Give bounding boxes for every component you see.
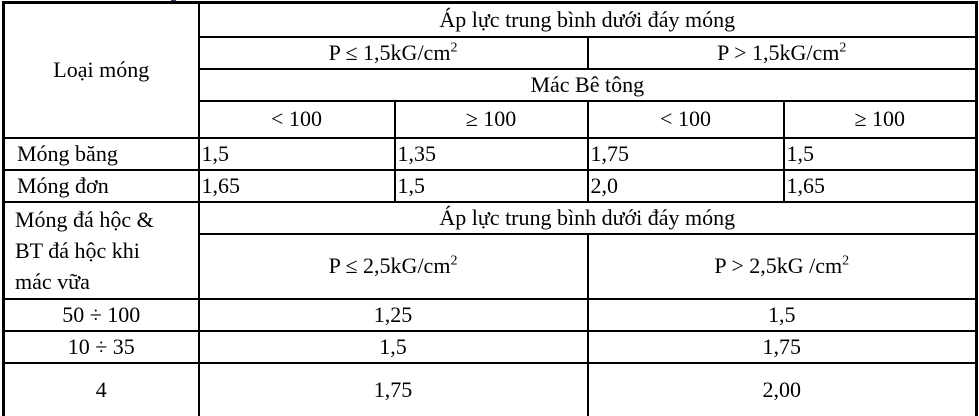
cell-value-high: 2,00 bbox=[586, 361, 978, 416]
mortar-grade: 10 ÷ 35 bbox=[67, 333, 135, 359]
cell-row-label: Móng đơn bbox=[2, 168, 200, 203]
value: 1,5 bbox=[397, 172, 426, 198]
cell-pressure-high-2: P > 2,5kG /cm2 bbox=[586, 233, 978, 300]
value: 1,35 bbox=[397, 140, 437, 166]
data-row-mortar-4: 4 1,75 2,00 bbox=[2, 361, 978, 416]
value: 1,5 bbox=[201, 140, 230, 166]
cell-pressure-low-2: P ≤ 2,5kG/cm2 bbox=[197, 233, 589, 300]
row-label: Móng băng bbox=[17, 140, 118, 166]
data-row-mortar-50-100: 50 ÷ 100 1,25 1,5 bbox=[2, 297, 978, 332]
cell-section2-row-label: Móng đá hộc & BT đá hộc khi mác vữa bbox=[2, 200, 200, 300]
mortar-grade: 50 ÷ 100 bbox=[62, 301, 141, 327]
cell-row-label: Móng băng bbox=[2, 136, 200, 171]
value-low: 1,75 bbox=[373, 377, 413, 403]
cell-mortar-grade: 4 bbox=[2, 361, 200, 416]
header-row-group-title: Loại móng Áp lực trung bình dưới đáy món… bbox=[2, 1, 978, 139]
value-high: 1,5 bbox=[768, 301, 796, 327]
value: 1,65 bbox=[786, 172, 826, 198]
cell-value: 1,65 bbox=[782, 168, 978, 203]
mortar-grade: 4 bbox=[95, 377, 107, 403]
section2-row-pressure: P ≤ 2,5kG/cm2 P > 2,5kG /cm2 bbox=[4, 233, 978, 300]
pressure-high-1-text: P > 1,5kG/cm bbox=[717, 39, 840, 65]
value-high: 1,75 bbox=[762, 333, 802, 359]
value-low: 1,25 bbox=[373, 301, 413, 327]
cell-mortar-grade: 50 ÷ 100 bbox=[2, 297, 200, 332]
cell-grade-col-1: ≥ 100 bbox=[393, 99, 589, 139]
cell-value: 1,75 bbox=[586, 136, 785, 171]
cell-mortar-grade: 10 ÷ 35 bbox=[2, 329, 200, 364]
cell-value-low: 1,5 bbox=[197, 329, 589, 364]
data-row-mong-don: Móng đơn 1,65 1,5 2,0 1,65 bbox=[2, 168, 978, 203]
section2-row-group-title: Móng đá hộc & BT đá hộc khi mác vữa Áp l… bbox=[2, 200, 978, 300]
cell-value: 1,5 bbox=[393, 168, 589, 203]
cell-foundation-type-label: Loại móng bbox=[2, 1, 200, 139]
cell-value: 1,5 bbox=[782, 136, 978, 171]
concrete-grade-title: Mác Bê tông bbox=[530, 71, 645, 97]
cell-value-low: 1,75 bbox=[197, 361, 589, 416]
value-high: 2,00 bbox=[762, 377, 802, 403]
value: 1,5 bbox=[786, 140, 815, 166]
pressure-group-title: Áp lực trung bình dưới đáy móng bbox=[439, 6, 736, 32]
data-row-mong-bang: Móng băng 1,5 1,35 1,75 1,5 bbox=[2, 136, 978, 171]
cell-section2-pressure-group-title: Áp lực trung bình dưới đáy móng bbox=[197, 200, 978, 236]
data-row-mortar-10-35: 10 ÷ 35 1,5 1,75 bbox=[2, 329, 978, 364]
cell-value: 2,0 bbox=[586, 168, 785, 203]
section2-pressure-group-title: Áp lực trung bình dưới đáy móng bbox=[439, 204, 736, 230]
value-low: 1,5 bbox=[379, 333, 407, 359]
pressure-high-2-text: P > 2,5kG /cm bbox=[714, 253, 843, 279]
cell-pressure-low-1: P ≤ 1,5kG/cm2 bbox=[197, 35, 589, 70]
pressure-low-2-text: P ≤ 2,5kG/cm bbox=[328, 253, 451, 279]
cell-grade-col-0: < 100 bbox=[197, 99, 396, 139]
pressure-high-2-sup: 2 bbox=[842, 254, 850, 269]
pressure-low-1-text: P ≤ 1,5kG/cm bbox=[328, 39, 451, 65]
cell-concrete-grade-title: Mác Bê tông bbox=[197, 67, 978, 102]
foundation-type-label: Loại móng bbox=[53, 57, 150, 83]
header-row-grade-cols: < 100 ≥ 100 < 100 ≥ 100 bbox=[4, 99, 978, 139]
value: 1,75 bbox=[590, 140, 630, 166]
cell-pressure-group-title: Áp lực trung bình dưới đáy móng bbox=[197, 1, 978, 38]
grade-col-0: < 100 bbox=[271, 106, 322, 131]
grade-col-2: < 100 bbox=[660, 106, 711, 131]
header-row-pressure: P ≤ 1,5kG/cm2 P > 1,5kG/cm2 bbox=[4, 35, 978, 70]
cell-value-high: 1,5 bbox=[586, 297, 978, 332]
cell-value: 1,65 bbox=[197, 168, 396, 203]
cell-value-high: 1,75 bbox=[586, 329, 978, 364]
cell-value: 1,35 bbox=[393, 136, 589, 171]
pressure-high-1-sup: 2 bbox=[839, 40, 847, 56]
pressure-low-1-sup: 2 bbox=[450, 40, 458, 56]
cell-value: 1,5 bbox=[197, 136, 396, 171]
grade-col-3: ≥ 100 bbox=[854, 106, 906, 131]
cell-grade-col-2: < 100 bbox=[586, 99, 785, 139]
row-label: Móng đơn bbox=[17, 172, 109, 198]
cell-value-low: 1,25 bbox=[197, 297, 589, 332]
cell-grade-col-3: ≥ 100 bbox=[782, 99, 978, 139]
section2-row-label: Móng đá hộc & BT đá hộc khi mác vữa bbox=[15, 206, 154, 294]
cell-pressure-high-1: P > 1,5kG/cm2 bbox=[586, 35, 978, 70]
header-row-concrete-grade: Mác Bê tông bbox=[4, 67, 978, 102]
grade-col-1: ≥ 100 bbox=[465, 106, 517, 131]
value: 1,65 bbox=[201, 172, 241, 198]
pressure-low-2-sup: 2 bbox=[450, 254, 458, 269]
value: 2,0 bbox=[590, 172, 619, 198]
